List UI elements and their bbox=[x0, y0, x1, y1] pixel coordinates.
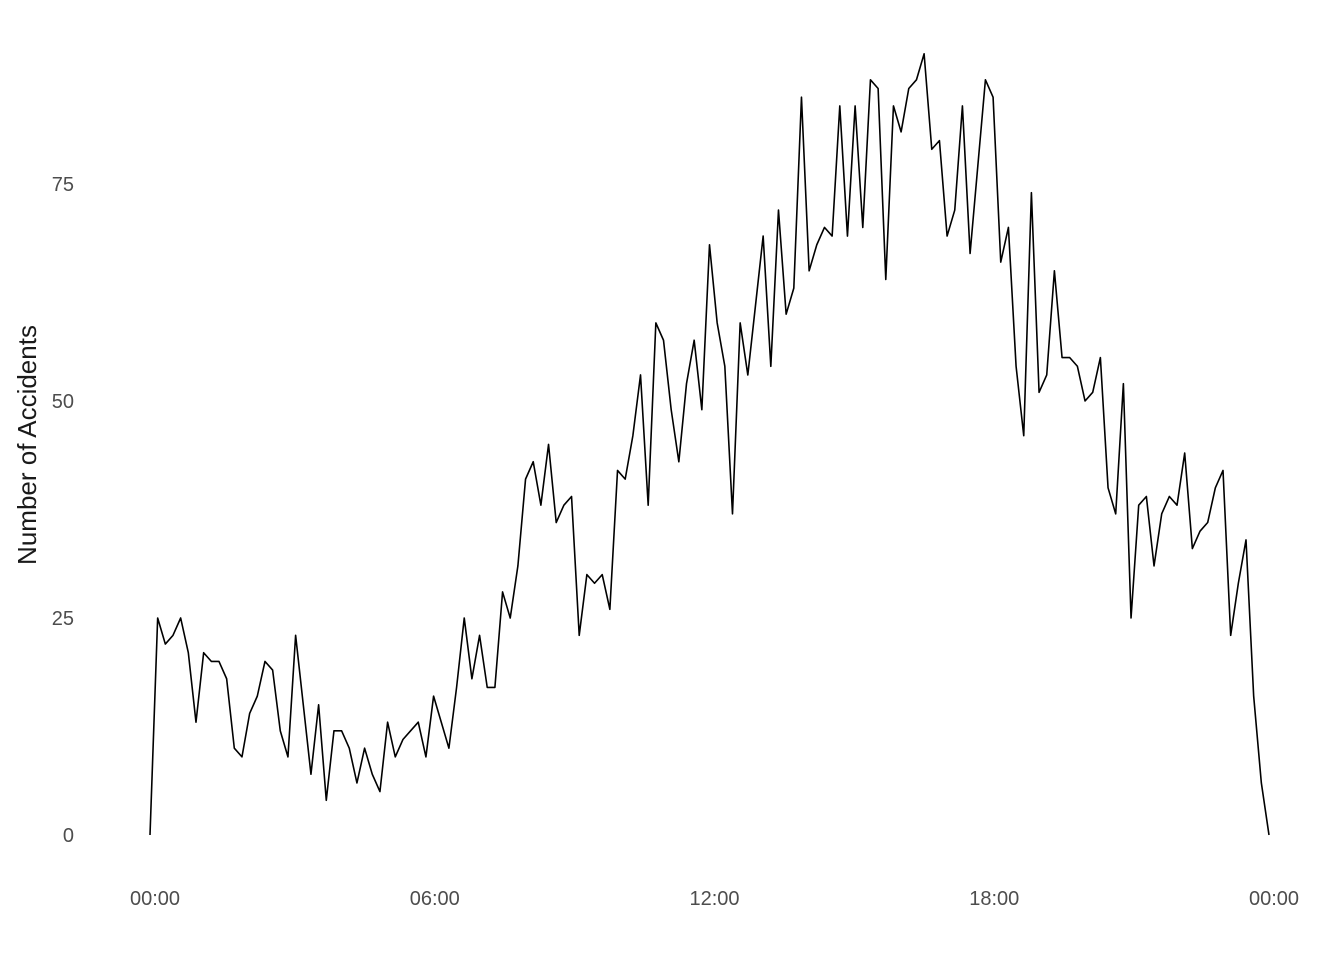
x-tick-label: 00:00 bbox=[1249, 888, 1299, 910]
y-tick-label: 25 bbox=[52, 608, 74, 630]
series-line bbox=[149, 52, 1270, 836]
y-axis-title: Number of Accidents bbox=[12, 325, 42, 565]
y-axis-tick-labels: 0 25 50 75 bbox=[52, 174, 74, 847]
x-tick-label: 18:00 bbox=[969, 888, 1019, 910]
y-tick-label: 75 bbox=[52, 174, 74, 196]
x-axis-tick-labels: 00:00 06:00 12:00 18:00 00:00 bbox=[130, 888, 1299, 910]
x-tick-label: 12:00 bbox=[689, 888, 739, 910]
y-tick-label: 50 bbox=[52, 391, 74, 413]
x-tick-label: 00:00 bbox=[130, 888, 180, 910]
x-tick-label: 06:00 bbox=[410, 888, 460, 910]
y-tick-label: 0 bbox=[63, 825, 74, 847]
series-layer bbox=[149, 52, 1270, 836]
